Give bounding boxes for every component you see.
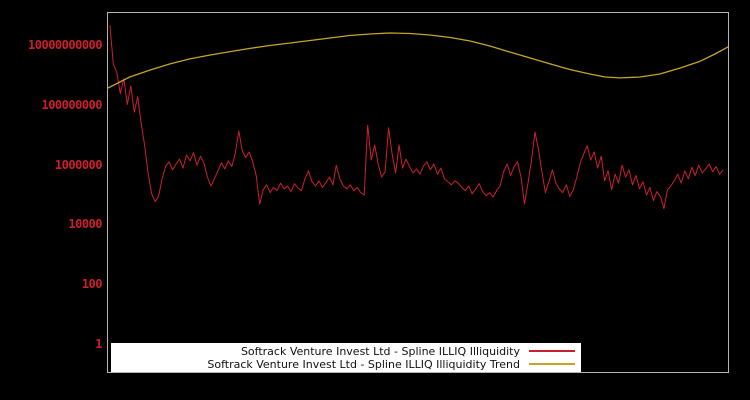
legend-line-swatch-trend-icon [529,363,575,365]
y-axis-tick-label: 10000000000 [28,38,102,53]
plot-area [107,12,729,373]
legend-label-illiquidity: Softrack Venture Invest Ltd - Spline ILL… [240,344,520,358]
y-axis-tick-label: 100 [81,276,103,291]
y-axis-tick-label: 10000 [68,217,102,232]
chart-canvas [108,25,728,210]
legend-label-trend: Softrack Venture Invest Ltd - Spline ILL… [207,357,520,371]
legend-line-swatch-illiquidity-icon [529,350,575,352]
y-axis-tick-label: 100000000 [41,98,102,113]
legend-item-illiquidity: Softrack Venture Invest Ltd - Spline ILL… [111,345,581,358]
series-line-illiquidity [109,25,724,210]
y-axis-tick-label: 1000000 [54,157,103,172]
legend-item-trend: Softrack Venture Invest Ltd - Spline ILL… [111,358,581,371]
y-axis-tick-label: 1 [95,336,102,351]
series-line-trend [108,32,728,89]
legend: Softrack Venture Invest Ltd - Spline ILL… [111,343,581,372]
